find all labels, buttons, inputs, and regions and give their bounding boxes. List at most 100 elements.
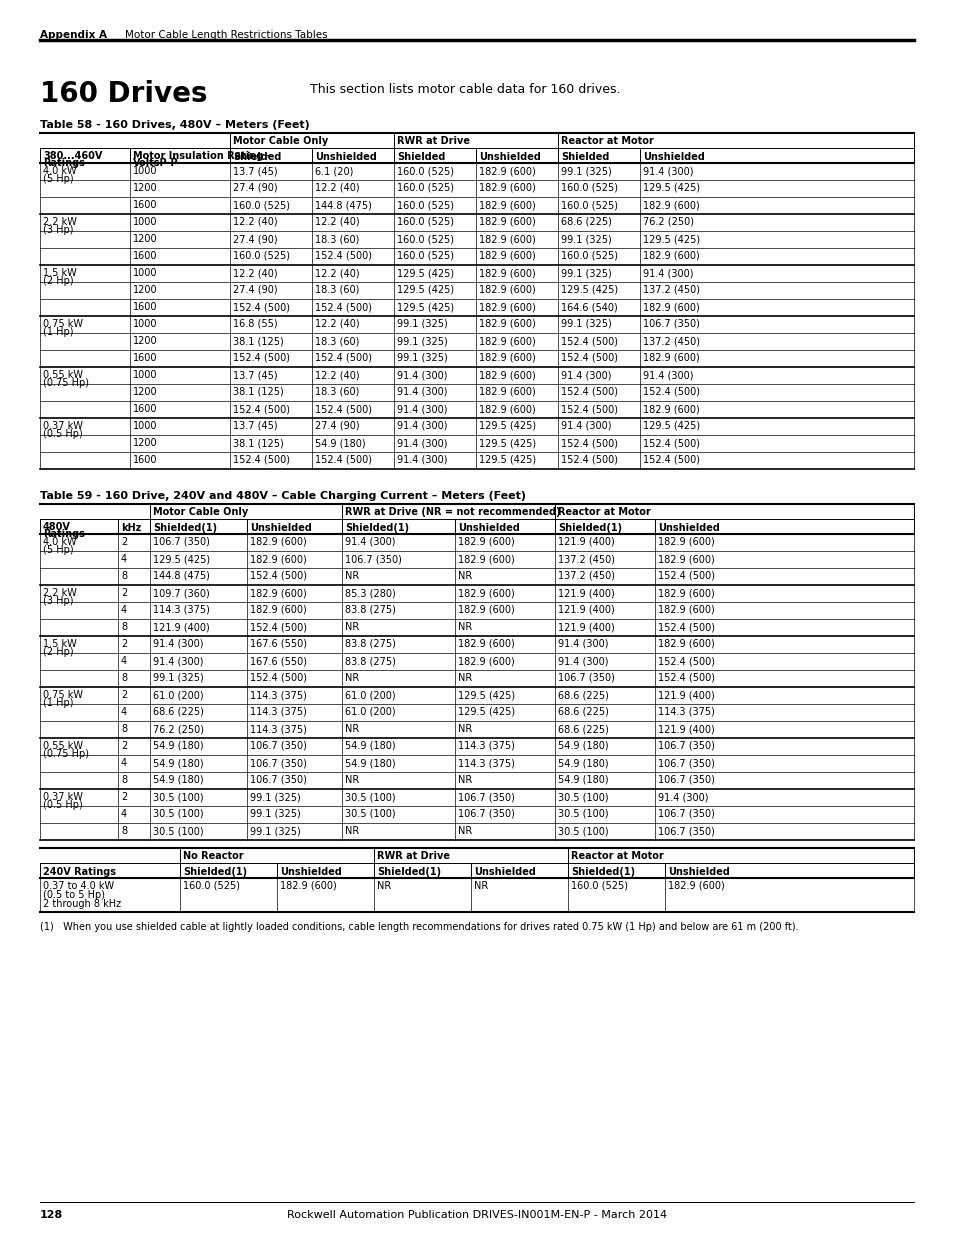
Text: 54.9 (180): 54.9 (180) (345, 741, 395, 751)
Text: Unshielded: Unshielded (280, 867, 341, 877)
Text: RWR at Drive: RWR at Drive (396, 136, 470, 146)
Text: Shielded(1): Shielded(1) (345, 522, 409, 534)
Text: Motor Cable Only: Motor Cable Only (233, 136, 328, 146)
Text: 61.0 (200): 61.0 (200) (152, 690, 203, 700)
Text: 85.3 (280): 85.3 (280) (345, 588, 395, 598)
Text: 2 through 8 kHz: 2 through 8 kHz (43, 899, 121, 909)
Text: NR: NR (345, 622, 359, 632)
Text: 1200: 1200 (132, 438, 157, 448)
Text: Motor Cable Only: Motor Cable Only (152, 508, 248, 517)
Text: 91.4 (300): 91.4 (300) (642, 165, 693, 177)
Text: 54.9 (180): 54.9 (180) (558, 741, 608, 751)
Text: 182.9 (600): 182.9 (600) (478, 370, 536, 380)
Text: 2: 2 (121, 638, 127, 650)
Text: 121.9 (400): 121.9 (400) (658, 724, 714, 734)
Text: 182.9 (600): 182.9 (600) (658, 605, 714, 615)
Text: 129.5 (425): 129.5 (425) (478, 454, 536, 466)
Text: 91.4 (300): 91.4 (300) (152, 656, 203, 666)
Text: 27.4 (90): 27.4 (90) (233, 285, 277, 295)
Text: NR: NR (457, 724, 472, 734)
Text: 0.75 kW: 0.75 kW (43, 319, 83, 329)
Text: 30.5 (100): 30.5 (100) (558, 826, 608, 836)
Text: 18.3 (60): 18.3 (60) (314, 336, 359, 346)
Text: 27.4 (90): 27.4 (90) (233, 233, 277, 245)
Text: (2 Hp): (2 Hp) (43, 275, 73, 287)
Text: 1.5 kW: 1.5 kW (43, 268, 76, 278)
Text: 129.5 (425): 129.5 (425) (642, 183, 700, 193)
Text: 182.9 (600): 182.9 (600) (642, 200, 699, 210)
Text: 160.0 (525): 160.0 (525) (396, 217, 454, 227)
Text: 182.9 (600): 182.9 (600) (478, 336, 536, 346)
Text: 0.37 kW: 0.37 kW (43, 421, 83, 431)
Text: Unshielded: Unshielded (474, 867, 536, 877)
Text: 1600: 1600 (132, 251, 157, 261)
Text: 182.9 (600): 182.9 (600) (250, 537, 307, 547)
Text: (0.5 to 5 Hp): (0.5 to 5 Hp) (43, 890, 105, 900)
Text: Motor Cable Length Restrictions Tables: Motor Cable Length Restrictions Tables (112, 30, 327, 40)
Text: (1 Hp): (1 Hp) (43, 698, 73, 708)
Text: NR: NR (457, 776, 472, 785)
Text: 91.4 (300): 91.4 (300) (396, 421, 447, 431)
Text: 106.7 (350): 106.7 (350) (642, 319, 700, 329)
Text: VoltsP-P: VoltsP-P (132, 158, 178, 168)
Text: 99.1 (325): 99.1 (325) (396, 319, 447, 329)
Text: 160.0 (525): 160.0 (525) (396, 200, 454, 210)
Text: 27.4 (90): 27.4 (90) (233, 183, 277, 193)
Text: 54.9 (180): 54.9 (180) (345, 758, 395, 768)
Text: 144.8 (475): 144.8 (475) (314, 200, 372, 210)
Text: Shielded(1): Shielded(1) (152, 522, 217, 534)
Text: 137.2 (450): 137.2 (450) (642, 336, 700, 346)
Text: 83.8 (275): 83.8 (275) (345, 656, 395, 666)
Text: 4: 4 (121, 605, 127, 615)
Text: 68.6 (225): 68.6 (225) (558, 690, 608, 700)
Text: 114.3 (375): 114.3 (375) (250, 706, 307, 718)
Text: 182.9 (600): 182.9 (600) (478, 353, 536, 363)
Text: 91.4 (300): 91.4 (300) (152, 638, 203, 650)
Text: 18.3 (60): 18.3 (60) (314, 285, 359, 295)
Text: 18.3 (60): 18.3 (60) (314, 233, 359, 245)
Text: Reactor at Motor: Reactor at Motor (571, 851, 663, 861)
Text: 160.0 (525): 160.0 (525) (233, 200, 290, 210)
Text: Shielded: Shielded (233, 152, 281, 162)
Text: 106.7 (350): 106.7 (350) (250, 776, 307, 785)
Text: 13.7 (45): 13.7 (45) (233, 165, 277, 177)
Text: 6.1 (20): 6.1 (20) (314, 165, 353, 177)
Text: 106.7 (350): 106.7 (350) (457, 792, 515, 802)
Text: 160.0 (525): 160.0 (525) (560, 251, 618, 261)
Text: 2: 2 (121, 792, 127, 802)
Text: 99.1 (325): 99.1 (325) (560, 319, 611, 329)
Text: 1000: 1000 (132, 370, 157, 380)
Text: 160.0 (525): 160.0 (525) (396, 183, 454, 193)
Text: 1000: 1000 (132, 421, 157, 431)
Text: 182.9 (600): 182.9 (600) (478, 183, 536, 193)
Text: 2: 2 (121, 690, 127, 700)
Text: NR: NR (345, 776, 359, 785)
Text: 152.4 (500): 152.4 (500) (314, 353, 372, 363)
Text: Table 58 - 160 Drives, 480V – Meters (Feet): Table 58 - 160 Drives, 480V – Meters (Fe… (40, 120, 310, 130)
Text: 182.9 (600): 182.9 (600) (250, 588, 307, 598)
Text: 4: 4 (121, 555, 127, 564)
Text: 12.2 (40): 12.2 (40) (233, 268, 277, 278)
Text: 0.55 kW: 0.55 kW (43, 370, 83, 380)
Text: 160.0 (525): 160.0 (525) (571, 881, 627, 890)
Text: 121.9 (400): 121.9 (400) (558, 588, 614, 598)
Text: 91.4 (300): 91.4 (300) (396, 370, 447, 380)
Text: 27.4 (90): 27.4 (90) (314, 421, 359, 431)
Text: 1600: 1600 (132, 303, 157, 312)
Text: 54.9 (180): 54.9 (180) (558, 758, 608, 768)
Text: 1600: 1600 (132, 200, 157, 210)
Text: NR: NR (345, 826, 359, 836)
Text: 182.9 (600): 182.9 (600) (250, 555, 307, 564)
Text: Unshielded: Unshielded (314, 152, 376, 162)
Text: 182.9 (600): 182.9 (600) (642, 353, 699, 363)
Text: 144.8 (475): 144.8 (475) (152, 571, 210, 580)
Text: (5 Hp): (5 Hp) (43, 545, 73, 555)
Text: 182.9 (600): 182.9 (600) (478, 200, 536, 210)
Text: 152.4 (500): 152.4 (500) (658, 622, 714, 632)
Text: 68.6 (225): 68.6 (225) (152, 706, 204, 718)
Text: 106.7 (350): 106.7 (350) (152, 537, 210, 547)
Text: 12.2 (40): 12.2 (40) (314, 183, 359, 193)
Text: 182.9 (600): 182.9 (600) (478, 404, 536, 414)
Text: 137.2 (450): 137.2 (450) (642, 285, 700, 295)
Text: 182.9 (600): 182.9 (600) (642, 404, 699, 414)
